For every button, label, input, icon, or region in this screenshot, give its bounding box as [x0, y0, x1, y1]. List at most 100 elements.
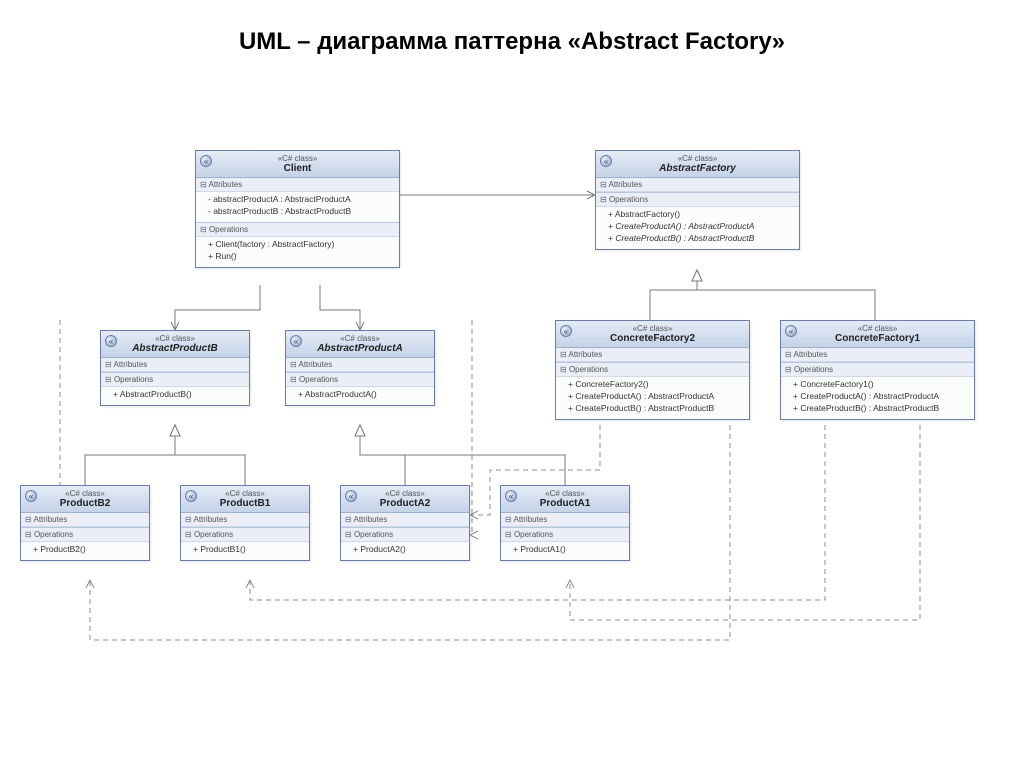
- section-label: Operations: [286, 373, 434, 387]
- class-name: ProductA1: [505, 498, 625, 509]
- stereotype: «C# class»: [560, 324, 745, 333]
- class-icon: «: [505, 490, 517, 502]
- operation-list: + ProductA2(): [341, 542, 469, 560]
- section-label: Operations: [196, 223, 399, 237]
- section-label: Attributes: [781, 348, 974, 362]
- operation-list: + AbstractProductA(): [286, 387, 434, 405]
- operation-list: + Client(factory : AbstractFactory)+ Run…: [196, 237, 399, 267]
- class-icon: «: [560, 325, 572, 337]
- stereotype: «C# class»: [785, 324, 970, 333]
- connector-inherit: [175, 425, 245, 485]
- uml-class-cfact2: ««C# class»ConcreteFactory2AttributesOpe…: [555, 320, 750, 420]
- operation-list: + ProductB2(): [21, 542, 149, 560]
- stereotype: «C# class»: [505, 489, 625, 498]
- connector-inherit: [650, 270, 697, 320]
- class-header: ««C# class»ProductB2: [21, 486, 149, 513]
- attribute-item: - abstractProductA : AbstractProductA: [208, 194, 393, 206]
- operations-section: Operations+ ConcreteFactory1()+ CreatePr…: [781, 363, 974, 419]
- section-label: Operations: [556, 363, 749, 377]
- class-header: ««C# class»AbstractProductA: [286, 331, 434, 358]
- attributes-section: Attributes: [181, 513, 309, 528]
- section-label: Attributes: [286, 358, 434, 372]
- attributes-section: Attributes: [101, 358, 249, 373]
- section-label: Operations: [596, 193, 799, 207]
- operations-section: Operations+ ProductB1(): [181, 528, 309, 560]
- operation-item: + CreateProductB() : AbstractProductB: [793, 403, 968, 415]
- section-label: Operations: [101, 373, 249, 387]
- class-header: ««C# class»ProductA1: [501, 486, 629, 513]
- class-header: ««C# class»AbstractFactory: [596, 151, 799, 178]
- class-icon: «: [25, 490, 37, 502]
- class-icon: «: [105, 335, 117, 347]
- operation-item: + CreateProductA() : AbstractProductA: [568, 391, 743, 403]
- uml-class-pA1: ««C# class»ProductA1AttributesOperations…: [500, 485, 630, 561]
- class-name: Client: [200, 163, 395, 174]
- operations-section: Operations + AbstractProductA(): [286, 373, 434, 405]
- operation-item: + CreateProductB() : AbstractProductB: [608, 233, 793, 245]
- page-title: UML – диаграмма паттерна «Abstract Facto…: [0, 28, 1024, 56]
- operation-item: + CreateProductA() : AbstractProductA: [608, 221, 793, 233]
- section-label: Attributes: [556, 348, 749, 362]
- connector-inherit: [360, 425, 405, 485]
- operations-section: Operations+ Client(factory : AbstractFac…: [196, 223, 399, 267]
- attribute-list: - abstractProductA : AbstractProductA- a…: [196, 192, 399, 222]
- stereotype: «C# class»: [105, 334, 245, 343]
- uml-class-pA2: ««C# class»ProductA2AttributesOperations…: [340, 485, 470, 561]
- connector-inherit: [85, 425, 175, 485]
- stereotype: «C# class»: [345, 489, 465, 498]
- operations-section: Operations+ ConcreteFactory2()+ CreatePr…: [556, 363, 749, 419]
- operation-list: + AbstractFactory()+ CreateProductA() : …: [596, 207, 799, 249]
- class-header: ««C# class»AbstractProductB: [101, 331, 249, 358]
- class-icon: «: [785, 325, 797, 337]
- class-name: ConcreteFactory1: [785, 333, 970, 344]
- class-name: ProductB2: [25, 498, 145, 509]
- class-header: ««C# class»ConcreteFactory1: [781, 321, 974, 348]
- operations-section: Operations+ AbstractFactory()+ CreatePro…: [596, 193, 799, 249]
- operations-section: Operations + ProductA2(): [341, 528, 469, 560]
- attributes-section: Attributes: [556, 348, 749, 363]
- section-label: Operations: [341, 528, 469, 542]
- class-name: AbstractProductB: [105, 343, 245, 354]
- class-name: ProductA2: [345, 498, 465, 509]
- operation-item: + AbstractFactory(): [608, 209, 793, 221]
- section-label: Attributes: [341, 513, 469, 527]
- attributes-section: Attributes: [501, 513, 629, 528]
- connector-inherit: [360, 425, 565, 485]
- class-header: ««C# class»ConcreteFactory2: [556, 321, 749, 348]
- attributes-section: Attributes- abstractProductA : AbstractP…: [196, 178, 399, 223]
- class-icon: «: [600, 155, 612, 167]
- class-name: AbstractProductA: [290, 343, 430, 354]
- operation-item: + ConcreteFactory2(): [568, 379, 743, 391]
- connector-assoc-open: [175, 285, 260, 330]
- operation-item: + AbstractProductA(): [298, 389, 428, 401]
- operations-section: Operations+ AbstractProductB(): [101, 373, 249, 405]
- section-label: Operations: [781, 363, 974, 377]
- attributes-section: Attributes: [341, 513, 469, 528]
- section-label: Attributes: [501, 513, 629, 527]
- uml-class-absprodA: ««C# class»AbstractProductAAttributesOpe…: [285, 330, 435, 406]
- attributes-section: Attributes: [596, 178, 799, 193]
- connector-inherit: [697, 270, 875, 320]
- stereotype: «C# class»: [25, 489, 145, 498]
- connector-dep: [470, 320, 472, 535]
- operation-item: + CreateProductA() : AbstractProductA: [793, 391, 968, 403]
- class-icon: «: [185, 490, 197, 502]
- operation-item: + ProductB1(): [193, 544, 303, 556]
- operation-list: + ConcreteFactory2()+ CreateProductA() :…: [556, 377, 749, 419]
- connector-assoc-open: [320, 285, 360, 330]
- operation-item: + ConcreteFactory1(): [793, 379, 968, 391]
- class-name: ConcreteFactory2: [560, 333, 745, 344]
- stereotype: «C# class»: [600, 154, 795, 163]
- operation-list: + ConcreteFactory1()+ CreateProductA() :…: [781, 377, 974, 419]
- uml-class-absfactory: ««C# class»AbstractFactoryAttributesOper…: [595, 150, 800, 250]
- uml-class-absprodB: ««C# class»AbstractProductBAttributesOpe…: [100, 330, 250, 406]
- operation-item: + ProductA2(): [353, 544, 463, 556]
- operations-section: Operations+ ProductA1(): [501, 528, 629, 560]
- stereotype: «C# class»: [185, 489, 305, 498]
- section-label: Attributes: [21, 513, 149, 527]
- attribute-item: - abstractProductB : AbstractProductB: [208, 206, 393, 218]
- class-header: ««C# class»ProductA2: [341, 486, 469, 513]
- stereotype: «C# class»: [290, 334, 430, 343]
- attributes-section: Attributes: [286, 358, 434, 373]
- section-label: Attributes: [101, 358, 249, 372]
